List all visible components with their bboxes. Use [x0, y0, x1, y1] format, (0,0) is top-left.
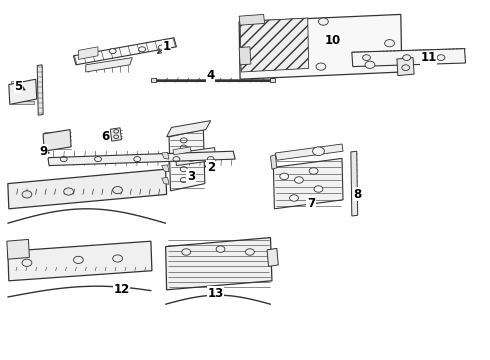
Text: 1: 1 [163, 40, 171, 53]
Circle shape [85, 51, 92, 56]
Polygon shape [167, 121, 211, 137]
Circle shape [314, 186, 323, 192]
Text: 2: 2 [207, 161, 215, 174]
Circle shape [216, 246, 225, 252]
Polygon shape [8, 169, 167, 209]
Text: 9: 9 [39, 145, 47, 158]
Circle shape [313, 147, 324, 156]
Text: 3: 3 [187, 170, 195, 183]
Polygon shape [275, 144, 343, 160]
Circle shape [290, 195, 298, 201]
Polygon shape [43, 130, 71, 151]
Circle shape [109, 49, 116, 54]
Text: 4: 4 [207, 69, 215, 82]
Circle shape [363, 55, 370, 60]
Polygon shape [9, 79, 37, 104]
Text: 12: 12 [113, 283, 130, 296]
Circle shape [64, 188, 74, 195]
Polygon shape [239, 14, 265, 25]
Polygon shape [240, 18, 309, 72]
Polygon shape [12, 86, 34, 89]
Text: 7: 7 [307, 197, 315, 210]
Text: 6: 6 [101, 130, 109, 143]
Polygon shape [110, 128, 122, 141]
Circle shape [385, 40, 394, 47]
Circle shape [74, 256, 83, 264]
Circle shape [280, 173, 289, 180]
Polygon shape [270, 155, 277, 169]
Circle shape [113, 186, 122, 194]
Circle shape [309, 168, 318, 174]
Polygon shape [162, 165, 169, 172]
Polygon shape [397, 58, 414, 76]
Circle shape [403, 55, 411, 60]
Circle shape [113, 255, 122, 262]
Polygon shape [166, 238, 272, 290]
Polygon shape [267, 248, 278, 266]
Polygon shape [351, 151, 358, 216]
Polygon shape [12, 101, 34, 104]
Polygon shape [12, 91, 34, 94]
Circle shape [294, 177, 303, 183]
Polygon shape [11, 81, 33, 84]
Polygon shape [162, 177, 169, 184]
Polygon shape [37, 65, 43, 115]
Polygon shape [270, 78, 275, 82]
Circle shape [437, 55, 445, 60]
Circle shape [182, 249, 191, 255]
Polygon shape [12, 96, 34, 99]
Polygon shape [352, 49, 466, 67]
Polygon shape [74, 38, 176, 65]
Circle shape [22, 191, 32, 198]
Polygon shape [162, 152, 169, 159]
Text: 8: 8 [354, 188, 362, 201]
Circle shape [139, 47, 146, 52]
Polygon shape [7, 239, 29, 259]
Circle shape [318, 18, 328, 25]
Polygon shape [239, 14, 402, 79]
Text: 5: 5 [15, 80, 23, 93]
Polygon shape [273, 158, 343, 209]
Polygon shape [169, 130, 205, 191]
Polygon shape [8, 241, 152, 281]
Circle shape [365, 61, 375, 68]
Polygon shape [78, 47, 98, 59]
Polygon shape [86, 58, 132, 72]
Circle shape [245, 249, 254, 255]
Text: 13: 13 [207, 287, 224, 300]
Text: 10: 10 [325, 34, 342, 47]
Polygon shape [173, 147, 191, 155]
Circle shape [22, 259, 32, 266]
Polygon shape [151, 78, 156, 82]
Circle shape [316, 63, 326, 70]
Polygon shape [48, 151, 235, 166]
Polygon shape [239, 47, 251, 65]
Polygon shape [175, 148, 216, 166]
Circle shape [158, 45, 165, 50]
Text: 11: 11 [420, 51, 437, 64]
